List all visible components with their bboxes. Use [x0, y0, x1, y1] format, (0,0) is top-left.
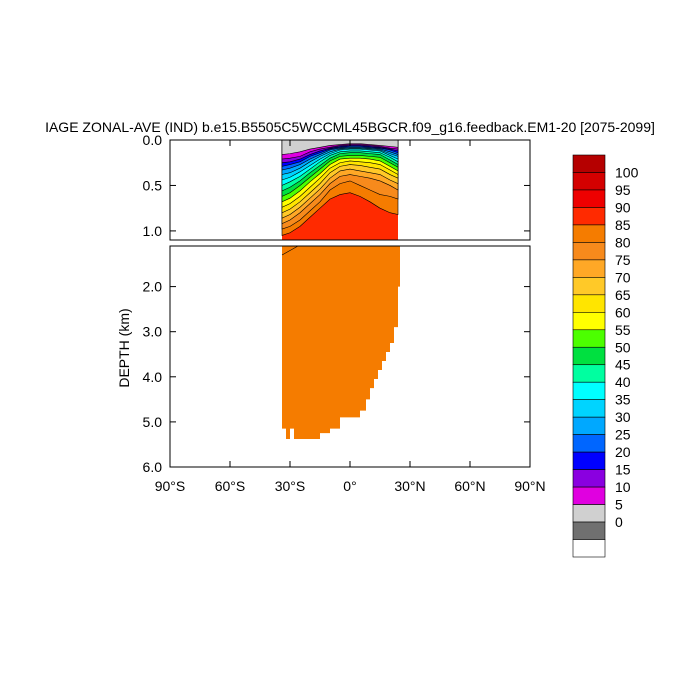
- colorbar-label-9: 55: [615, 322, 631, 338]
- colorbar-box-3: [572, 207, 606, 226]
- colorbar-label-1: 95: [615, 182, 631, 198]
- colorbar-label-0: 100: [615, 164, 639, 180]
- colorbar-box-2: [572, 189, 606, 208]
- colorbar-box-6: [572, 259, 606, 278]
- colorbar-box-13: [572, 381, 606, 400]
- colorbar-box-1: [572, 172, 606, 191]
- colorbar-box-8: [572, 294, 606, 313]
- x-tick-label-6: 90°N: [514, 478, 545, 494]
- x-tick-label-3: 0°: [343, 478, 356, 494]
- colorbar-box-0: [572, 154, 606, 173]
- x-tick-label-5: 60°N: [454, 478, 485, 494]
- colorbar-box-10: [572, 329, 606, 348]
- colorbar-label-7: 65: [615, 287, 631, 303]
- colorbar-box-15: [572, 416, 606, 435]
- colorbar-label-11: 45: [615, 357, 631, 373]
- colorbar-box-20: [572, 504, 606, 523]
- upper-y-tick-label-2: 1.0: [143, 223, 163, 239]
- colorbar-box-18: [572, 469, 606, 488]
- colorbar: 1009590858075706560555045403530252015105…: [572, 154, 639, 558]
- colorbar-box-9: [572, 312, 606, 331]
- upper-y-tick-label-0: 0.0: [143, 132, 163, 148]
- lower-y-tick-label-3: 5.0: [143, 414, 163, 430]
- colorbar-box-19: [572, 486, 606, 505]
- colorbar-label-16: 20: [615, 444, 631, 460]
- colorbar-label-18: 10: [615, 479, 631, 495]
- colorbar-box-16: [572, 434, 606, 453]
- lower-contour-85: [281, 245, 299, 256]
- colorbar-box-7: [572, 277, 606, 296]
- chart-title: IAGE ZONAL-AVE (IND) b.e15.B5505C5WCCML4…: [45, 119, 655, 135]
- colorbar-box-5: [572, 242, 606, 261]
- colorbar-label-13: 35: [615, 392, 631, 408]
- colorbar-label-4: 80: [615, 234, 631, 250]
- colorbar-box-22: [572, 539, 606, 558]
- colorbar-box-14: [572, 399, 606, 418]
- x-tick-label-4: 30°N: [394, 478, 425, 494]
- lower-region-80: [282, 246, 400, 440]
- colorbar-label-15: 25: [615, 427, 631, 443]
- colorbar-label-19: 5: [615, 497, 623, 513]
- colorbar-box-12: [572, 364, 606, 383]
- lower-panel: 2.0 3.0 4.0 5.0 6.0: [143, 245, 531, 475]
- colorbar-label-8: 60: [615, 304, 631, 320]
- lower-y-tick-label-4: 6.0: [143, 459, 163, 475]
- colorbar-label-5: 75: [615, 252, 631, 268]
- x-axis: 90°S 60°S 30°S 0° 30°N 60°N 90°N: [155, 140, 546, 494]
- colorbar-label-12: 40: [615, 374, 631, 390]
- colorbar-label-10: 50: [615, 339, 631, 355]
- x-tick-label-1: 60°S: [215, 478, 246, 494]
- colorbar-label-3: 85: [615, 217, 631, 233]
- colorbar-label-14: 30: [615, 409, 631, 425]
- colorbar-label-20: 0: [615, 514, 623, 530]
- colorbar-box-17: [572, 451, 606, 470]
- x-tick-label-0: 90°S: [155, 478, 186, 494]
- upper-panel: 0.0 0.5 1.0: [143, 132, 531, 241]
- lower-y-tick-label-1: 3.0: [143, 324, 163, 340]
- upper-y-tick-label-1: 0.5: [143, 177, 163, 193]
- x-tick-label-2: 30°S: [275, 478, 306, 494]
- colorbar-label-6: 70: [615, 269, 631, 285]
- colorbar-label-17: 15: [615, 462, 631, 478]
- colorbar-label-2: 90: [615, 199, 631, 215]
- colorbar-box-11: [572, 346, 606, 366]
- colorbar-box-4: [572, 224, 606, 243]
- lower-y-tick-label-2: 4.0: [143, 369, 163, 385]
- lower-y-tick-label-0: 2.0: [143, 279, 163, 295]
- colorbar-box-21: [572, 521, 606, 540]
- y-axis-label: DEPTH (km): [116, 308, 132, 387]
